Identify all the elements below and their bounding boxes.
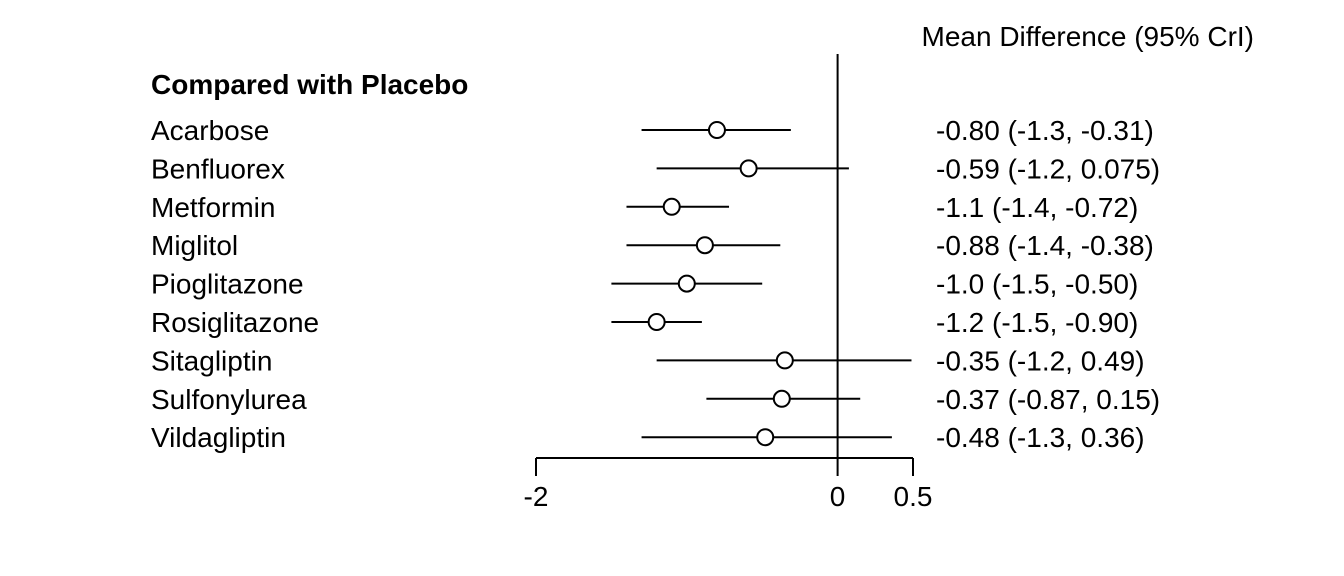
point-estimate <box>772 389 791 408</box>
point-estimate <box>756 428 775 447</box>
point-estimate <box>677 274 696 293</box>
forest-rows: Acarbose -0.80 (-1.3, -0.31) Benfluorex -0.… <box>151 54 1160 458</box>
row-value-text: -0.59 (-1.2, 0.075) <box>936 153 1160 184</box>
point-estimate <box>695 236 714 255</box>
row-value-text: -1.0 (-1.5, -0.50) <box>936 269 1138 300</box>
row-acarbose: Acarbose -0.80 (-1.3, -0.31) <box>151 115 1154 146</box>
column-title: Mean Difference (95% CrI) <box>922 21 1255 52</box>
point-estimate <box>739 159 758 178</box>
group-title: Compared with Placebo <box>151 69 468 100</box>
row-value-text: -1.1 (-1.4, -0.72) <box>936 192 1138 223</box>
row-label: Sulfonylurea <box>151 384 307 415</box>
point-estimate <box>775 351 794 370</box>
row-label: Miglitol <box>151 230 238 261</box>
row-value-text: -0.88 (-1.4, -0.38) <box>936 230 1154 261</box>
row-sitagliptin: Sitagliptin -0.35 (-1.2, 0.49) <box>151 345 1145 376</box>
row-sulfonylurea: Sulfonylurea -0.37 (-0.87, 0.15) <box>151 384 1160 415</box>
x-tick-label: -2 <box>524 481 549 512</box>
row-rosiglitazone: Rosiglitazone -1.2 (-1.5, -0.90) <box>151 307 1138 338</box>
row-value-text: -0.35 (-1.2, 0.49) <box>936 345 1145 376</box>
x-tick-label: 0 <box>830 481 846 512</box>
row-label: Sitagliptin <box>151 345 272 376</box>
row-label: Acarbose <box>151 115 269 146</box>
row-value-text: -0.37 (-0.87, 0.15) <box>936 384 1160 415</box>
row-label: Metformin <box>151 192 275 223</box>
row-vildagliptin: Vildagliptin -0.48 (-1.3, 0.36) <box>151 422 1145 453</box>
row-label: Vildagliptin <box>151 422 286 453</box>
row-label: Pioglitazone <box>151 269 304 300</box>
row-label: Benfluorex <box>151 153 285 184</box>
point-estimate <box>647 313 666 331</box>
row-metformin: Metformin -1.1 (-1.4, -0.72) <box>151 192 1138 223</box>
row-pioglitazone: Pioglitazone -1.0 (-1.5, -0.50) <box>151 269 1138 300</box>
row-label: Rosiglitazone <box>151 307 319 338</box>
row-benfluorex: Benfluorex -0.59 (-1.2, 0.075) <box>151 153 1160 184</box>
row-value-text: -1.2 (-1.5, -0.90) <box>936 307 1138 338</box>
row-value-text: -0.80 (-1.3, -0.31) <box>936 115 1154 146</box>
row-value-text: -0.48 (-1.3, 0.36) <box>936 422 1145 453</box>
row-miglitol: Miglitol -0.88 (-1.4, -0.38) <box>151 230 1154 261</box>
point-estimate <box>707 121 726 139</box>
x-axis: -2 0 0.5 <box>524 457 933 512</box>
point-estimate <box>662 197 681 216</box>
x-tick-label: 0.5 <box>894 481 933 512</box>
